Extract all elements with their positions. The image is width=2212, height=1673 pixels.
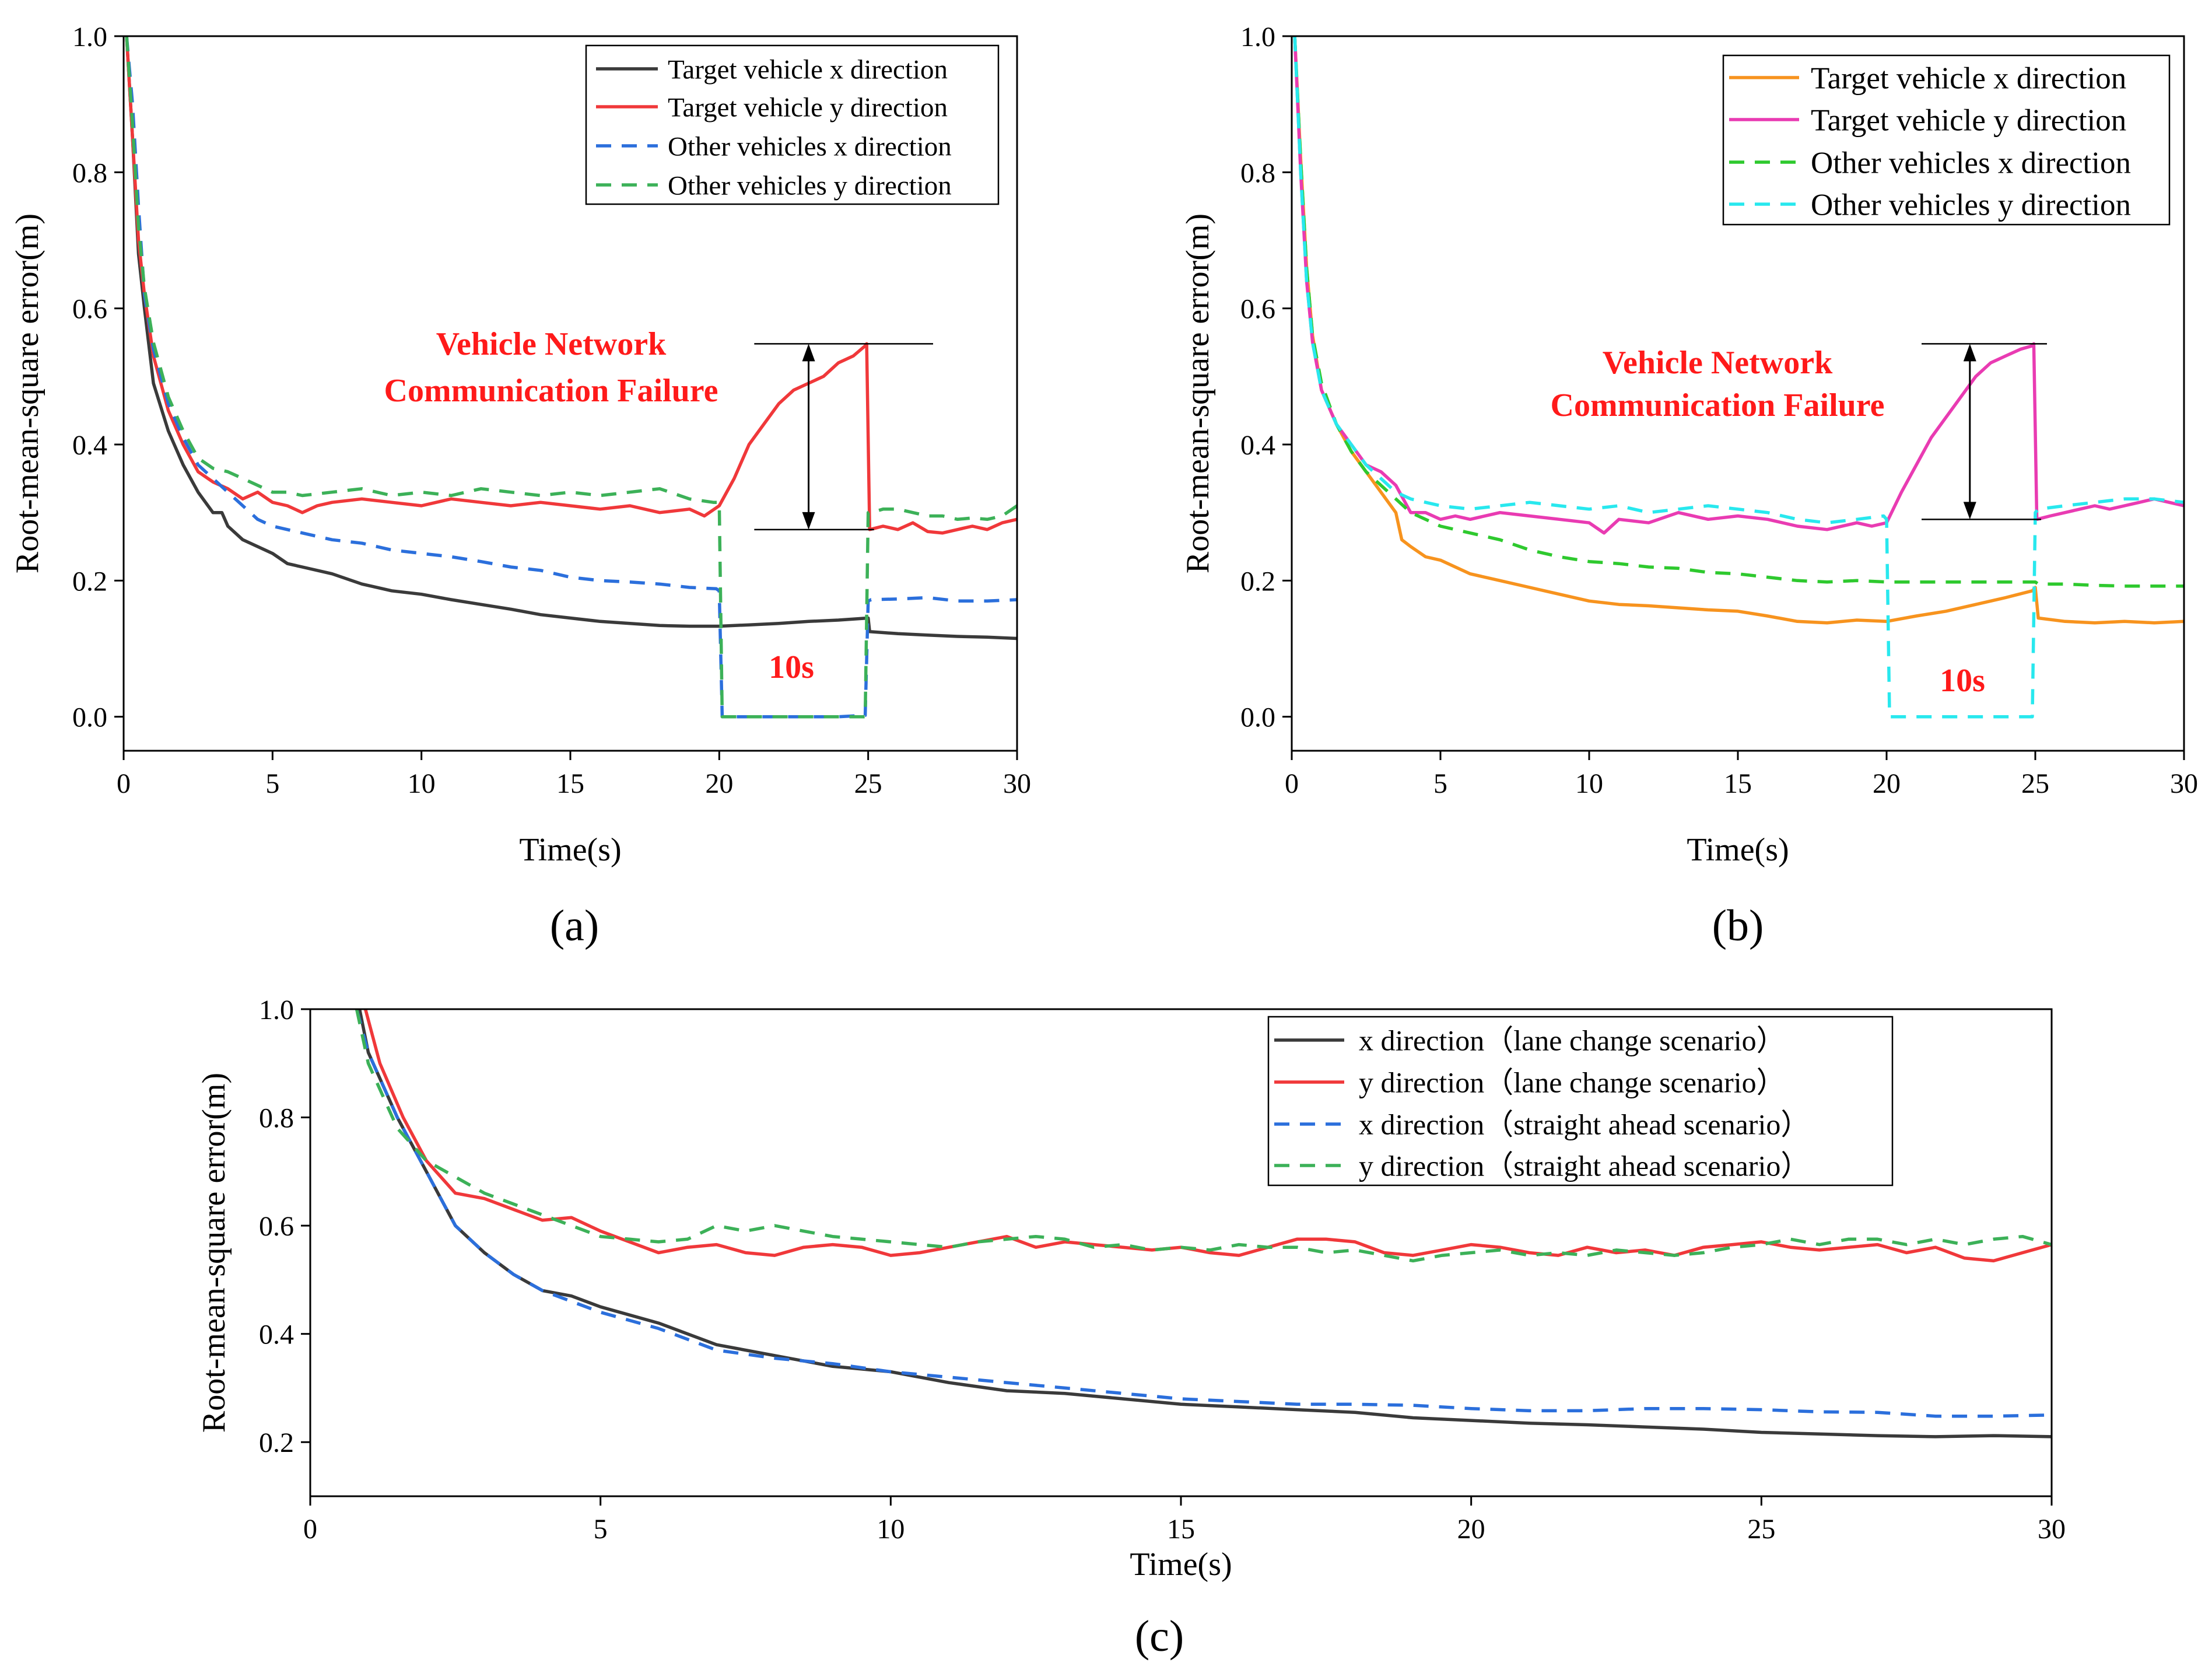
legend-label-2: Target vehicle y direction (1811, 104, 2126, 138)
legend-label-2: y direction（lane change scenario） (1359, 1066, 1786, 1099)
legend-label-3: x direction（straight ahead scenario） (1359, 1108, 1810, 1141)
x-tick-label: 0 (303, 1514, 317, 1545)
x-tick-label: 25 (2021, 768, 2049, 799)
failure-annotation-line-1: Vehicle Network (436, 326, 667, 362)
legend-label-3: Other vehicles x direction (668, 131, 952, 162)
x-tick-label: 10 (408, 768, 436, 799)
series-group (1293, 36, 2184, 719)
y-tick-label: 0.4 (259, 1320, 294, 1350)
series-line-4 (1293, 36, 2184, 719)
y-tick-label: 0.6 (72, 294, 107, 325)
failure-annotation-line-2: Communication Failure (1551, 387, 1885, 424)
legend-box (1267, 1016, 1894, 1186)
y-tick-label: 0.8 (72, 158, 107, 188)
series-line-1 (357, 1009, 2052, 1438)
x-tick-label: 15 (1724, 768, 1752, 799)
y-tick-label: 0.6 (1240, 294, 1275, 325)
legend-box (585, 44, 1000, 205)
y-tick-label: 0.2 (1240, 566, 1275, 597)
panel-a: 0 5 10 15 20 25 30 0.0 0.2 0.4 0.6 0.8 1.0 Time(s) Roo… (9, 22, 1031, 868)
legend-label-2: Target vehicle y direction (668, 92, 948, 123)
y-tick-label: 1.0 (259, 995, 294, 1026)
series-line-4 (125, 36, 1017, 719)
legend-box (1722, 54, 2171, 226)
legend-label-1: Target vehicle x direction (1811, 62, 2126, 96)
legend: Target vehicle x direction Target vehicle… (585, 44, 1000, 205)
annotations: Vehicle Network Communication Failure 10s (384, 326, 933, 685)
y-axis-label: Root-mean-square error(m) (1180, 214, 1216, 573)
panel-c: 0 5 10 15 20 25 30 0.2 0.4 0.6 0.8 1.0 Time(s) Root-m… (196, 995, 2066, 1583)
x-tick-label: 25 (1747, 1514, 1775, 1545)
x-tick-label: 0 (117, 768, 131, 799)
series-line-4 (355, 1009, 2052, 1263)
x-axis-label: Time(s) (519, 832, 621, 868)
x-tick-label: 10 (1575, 768, 1603, 799)
x-tick-label: 30 (2170, 768, 2198, 799)
x-tick-label: 25 (854, 768, 882, 799)
y-tick-label: 0.4 (1240, 430, 1275, 461)
x-tick-label: 10 (877, 1514, 905, 1545)
duration-label: 10s (769, 649, 814, 685)
legend-label-1: x direction（lane change scenario） (1359, 1024, 1786, 1057)
failure-annotation-line-1: Vehicle Network (1603, 345, 1833, 381)
panel-b: 0 5 10 15 20 25 30 0.0 0.2 0.4 0.6 0.8 1.0 Time(s) Roo… (1180, 22, 2198, 868)
legend-label-1: Target vehicle x direction (668, 54, 948, 85)
arrow-head-up (1963, 344, 1976, 362)
y-tick-label: 0.0 (72, 702, 107, 733)
x-tick-label: 5 (1433, 768, 1447, 799)
x-tick-label: 20 (705, 768, 733, 799)
caption-c: (c) (1135, 1612, 1184, 1661)
x-tick-label: 0 (1285, 768, 1299, 799)
series-line-3 (1293, 36, 2184, 588)
series-group (125, 36, 1017, 719)
series-line-3 (355, 1009, 2052, 1418)
x-axis-label: Time(s) (1687, 832, 1789, 868)
x-tick-label: 5 (265, 768, 279, 799)
caption-a: (a) (550, 901, 599, 950)
legend: Target vehicle x direction Target vehicle… (1722, 54, 2171, 226)
annotations: Vehicle Network Communication Failure 10s (1551, 343, 2047, 699)
y-tick-label: 0.8 (259, 1103, 294, 1134)
y-tick-label: 0.2 (259, 1427, 294, 1458)
x-tick-label: 20 (1873, 768, 1901, 799)
y-tick-label: 1.0 (72, 22, 107, 52)
y-tick-label: 0.4 (72, 430, 107, 461)
failure-annotation-line-2: Communication Failure (384, 373, 718, 409)
x-tick-label: 30 (2038, 1514, 2066, 1545)
series-group (355, 1009, 2052, 1438)
x-tick-label: 5 (594, 1514, 608, 1545)
series-line-1 (125, 36, 1017, 640)
x-axis-label: Time(s) (1130, 1546, 1232, 1583)
y-tick-label: 0.2 (72, 566, 107, 597)
legend-label-4: y direction（straight ahead scenario） (1359, 1150, 1810, 1182)
legend-label-4: Other vehicles y direction (1811, 188, 2131, 222)
y-tick-label: 0.0 (1240, 702, 1275, 733)
series-line-2 (1293, 36, 2184, 535)
legend: x direction（lane change scenario） y direc… (1267, 1016, 1894, 1186)
x-tick-label: 30 (1003, 768, 1031, 799)
y-tick-label: 0.6 (259, 1211, 294, 1242)
legend-label-3: Other vehicles x direction (1811, 146, 2131, 180)
arrow-head-down (1963, 502, 1976, 520)
arrow-head-up (802, 344, 815, 362)
y-axis-label: Root-mean-square error(m) (9, 214, 45, 573)
caption-b: (b) (1712, 901, 1764, 950)
legend-label-4: Other vehicles y direction (668, 170, 952, 201)
arrow-head-down (802, 512, 815, 530)
x-tick-label: 15 (1167, 1514, 1195, 1545)
y-axis-label: Root-mean-square error(m) (196, 1073, 232, 1433)
y-tick-label: 1.0 (1240, 22, 1275, 52)
x-tick-label: 15 (556, 768, 584, 799)
duration-label: 10s (1940, 663, 1985, 699)
x-tick-label: 20 (1457, 1514, 1485, 1545)
y-tick-label: 0.8 (1240, 158, 1275, 188)
